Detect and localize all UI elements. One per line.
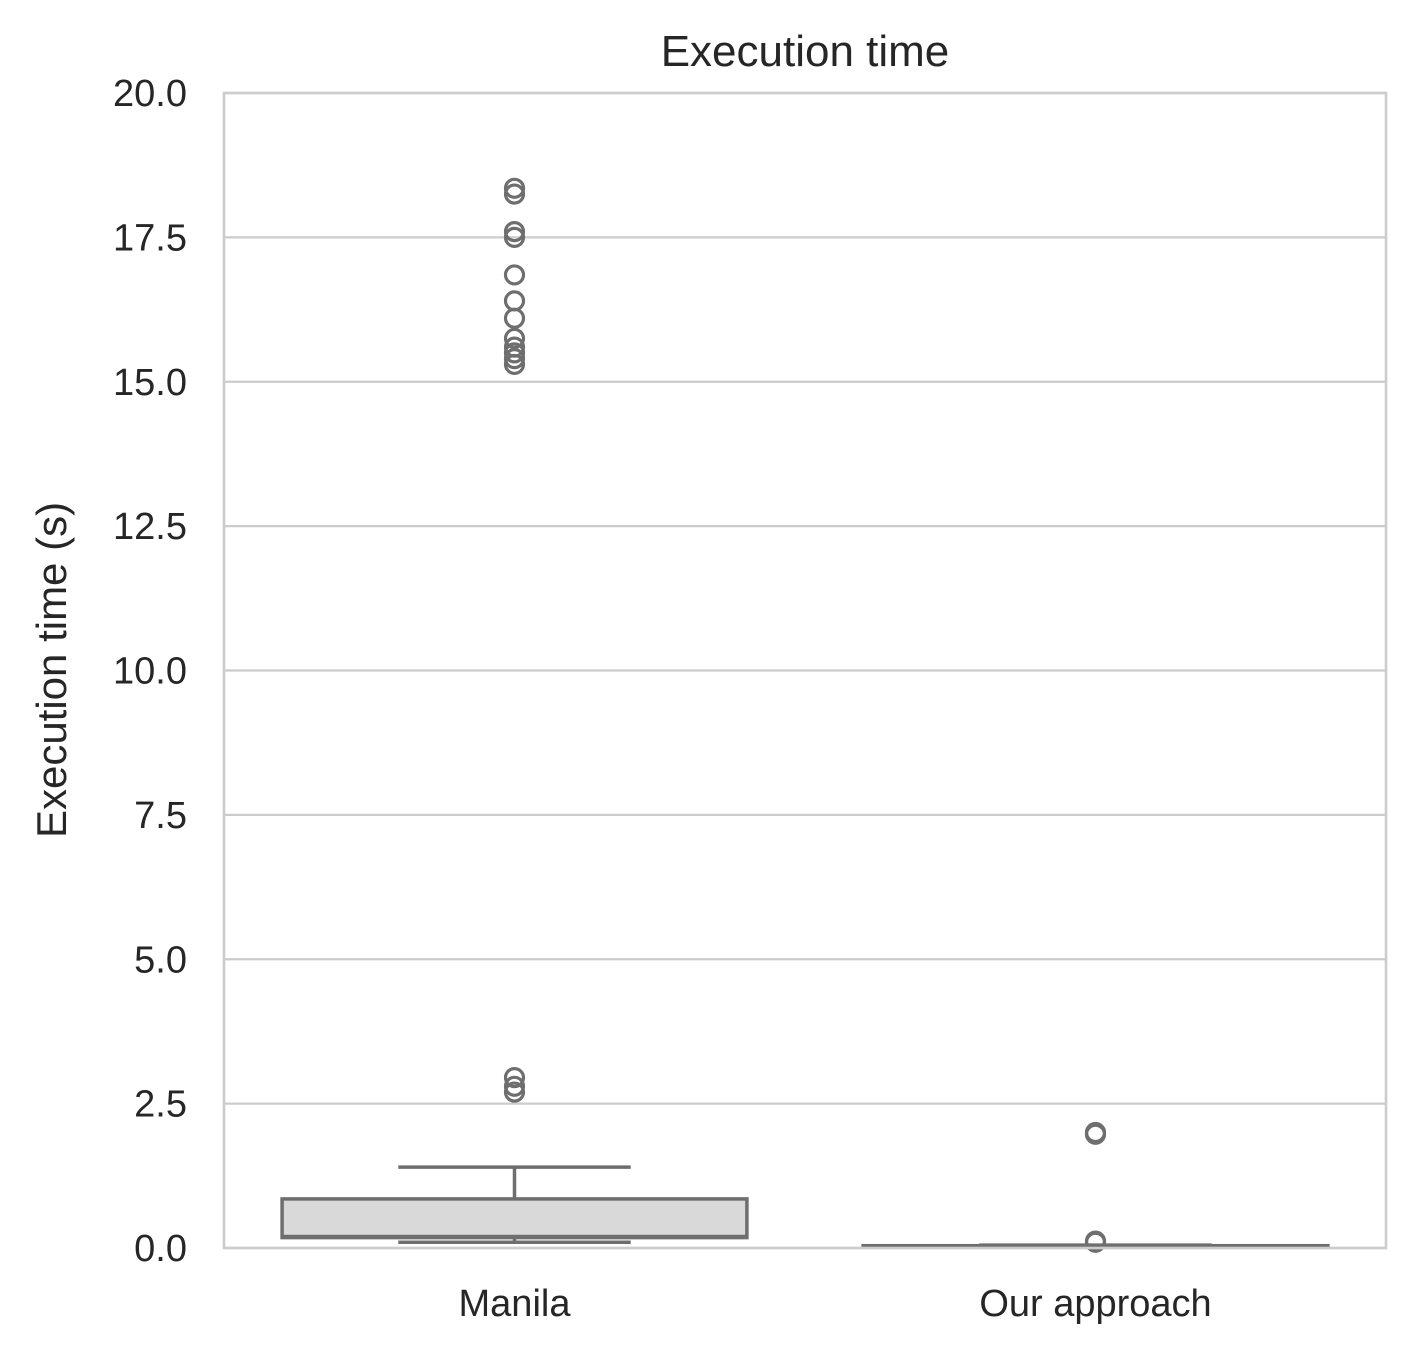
box-body-0	[280, 1197, 749, 1240]
y-tick-label-7: 17.5	[113, 217, 187, 259]
flier-0-2	[503, 1067, 526, 1089]
x-tick-label-1: Our approach	[979, 1283, 1211, 1325]
box-plots	[280, 177, 1330, 1253]
flier-0-6	[503, 336, 526, 358]
y-tick-label-4: 10.0	[113, 651, 187, 693]
flier-1-3	[1084, 1121, 1107, 1144]
flier-0-14	[503, 177, 526, 199]
flier-0-1	[503, 1075, 526, 1097]
flier-1-1	[1084, 1230, 1107, 1252]
chart-title: Execution time	[661, 27, 950, 76]
y-tick-label-5: 12.5	[113, 506, 187, 548]
y-tick-labels: 0.0 2.5 5.0 7.5 10.0 12.5 15.0 17.5 20.0	[113, 73, 187, 1270]
y-tick-label-0: 0.0	[134, 1228, 187, 1270]
grid-lines	[224, 91, 1386, 1250]
plot-frame	[222, 91, 1388, 1250]
flier-0-0	[503, 1081, 526, 1103]
flier-0-9	[503, 290, 526, 312]
box-group-1	[861, 1121, 1330, 1253]
y-tick-label-6: 15.0	[113, 362, 187, 404]
flier-0-5	[503, 342, 526, 364]
flier-0-4	[503, 348, 526, 370]
x-tick-label-0: Manila	[459, 1283, 572, 1325]
flier-0-8	[503, 307, 526, 329]
box-group-0	[280, 177, 749, 1244]
y-tick-label-8: 20.0	[113, 73, 187, 115]
y-tick-label-1: 2.5	[134, 1084, 187, 1126]
flier-0-7	[503, 327, 526, 350]
y-axis-label: Execution time (s)	[28, 502, 75, 838]
y-tick-label-2: 5.0	[134, 939, 187, 981]
flier-0-11	[503, 226, 526, 248]
flier-0-12	[503, 221, 526, 243]
flier-0-13	[503, 183, 526, 205]
y-tick-label-3: 7.5	[134, 795, 187, 837]
x-tick-labels: Manila Our approach	[459, 1283, 1212, 1325]
flier-0-10	[503, 264, 526, 286]
